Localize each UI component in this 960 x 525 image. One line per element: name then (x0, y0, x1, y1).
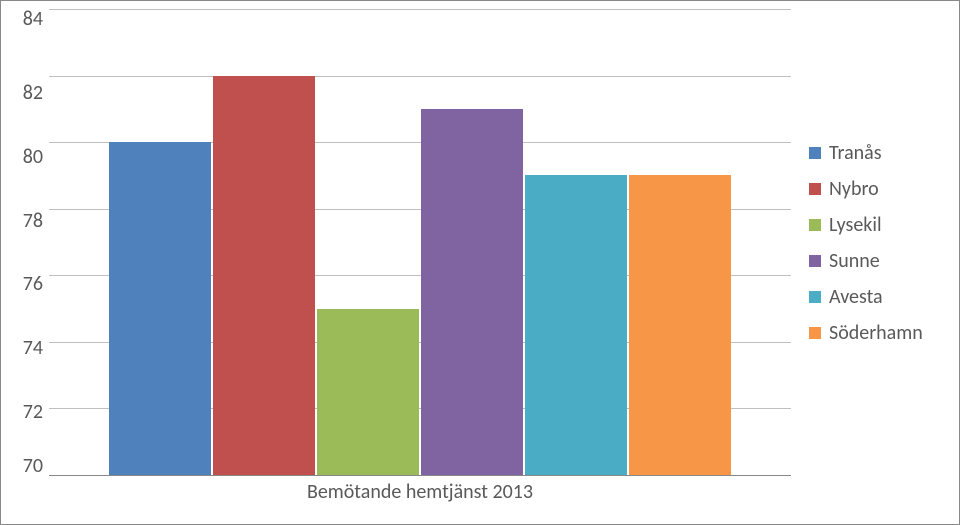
bar-nybro (213, 76, 315, 475)
legend-label: Lysekil (829, 213, 882, 237)
legend-swatch (809, 147, 821, 159)
x-spacer (791, 476, 951, 516)
y-tick: 72 (23, 402, 43, 422)
y-tick: 74 (23, 338, 43, 358)
legend-swatch (809, 291, 821, 303)
legend-label: Avesta (829, 285, 883, 309)
y-tick: 76 (23, 274, 43, 294)
bar-avesta (525, 175, 627, 475)
legend-swatch (809, 219, 821, 231)
x-axis-row: Bemötande hemtjänst 2013 (9, 476, 951, 516)
legend-item-soderhamn: Söderhamn (809, 321, 951, 345)
bar-soderhamn (629, 175, 731, 475)
bar-lysekil (317, 309, 419, 475)
legend-label: Tranås (829, 141, 882, 165)
legend-item-sunne: Sunne (809, 249, 951, 273)
plot-and-legend: Tranås Nybro Lysekil Sunne (49, 9, 951, 476)
y-tick: 78 (23, 211, 43, 231)
chart-frame: 84 82 80 78 76 74 72 70 (0, 0, 960, 525)
legend-label: Sunne (829, 249, 880, 273)
legend-item-nybro: Nybro (809, 177, 951, 201)
y-tick: 70 (23, 456, 43, 476)
y-tick: 82 (23, 83, 43, 103)
bars-container (49, 9, 791, 475)
legend-swatch (809, 327, 821, 339)
y-axis: 84 82 80 78 76 74 72 70 (9, 9, 49, 476)
legend: Tranås Nybro Lysekil Sunne (791, 9, 951, 476)
x-spacer (9, 476, 49, 516)
y-tick: 80 (23, 147, 43, 167)
bar-sunne (421, 109, 523, 475)
plot-area (49, 9, 791, 476)
plot-row: 84 82 80 78 76 74 72 70 (9, 9, 951, 476)
legend-label: Söderhamn (829, 321, 923, 345)
y-tick: 84 (23, 9, 43, 29)
legend-item-lysekil: Lysekil (809, 213, 951, 237)
x-label-text: Bemötande hemtjänst 2013 (307, 480, 533, 504)
legend-swatch (809, 183, 821, 195)
legend-item-tranas: Tranås (809, 141, 951, 165)
legend-swatch (809, 255, 821, 267)
legend-item-avesta: Avesta (809, 285, 951, 309)
legend-label: Nybro (829, 177, 879, 201)
x-axis-label: Bemötande hemtjänst 2013 (49, 476, 791, 516)
chart-inner: 84 82 80 78 76 74 72 70 (9, 9, 951, 516)
bar-tranas (109, 142, 211, 475)
